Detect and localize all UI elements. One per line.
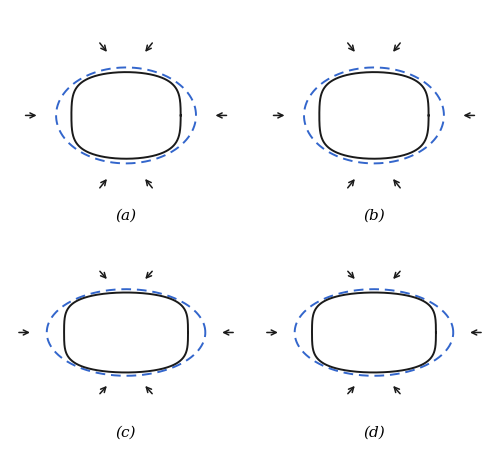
Text: (b): (b) <box>363 209 385 223</box>
Text: (c): (c) <box>116 426 136 440</box>
Text: (a): (a) <box>116 209 136 223</box>
Text: (d): (d) <box>363 426 385 440</box>
